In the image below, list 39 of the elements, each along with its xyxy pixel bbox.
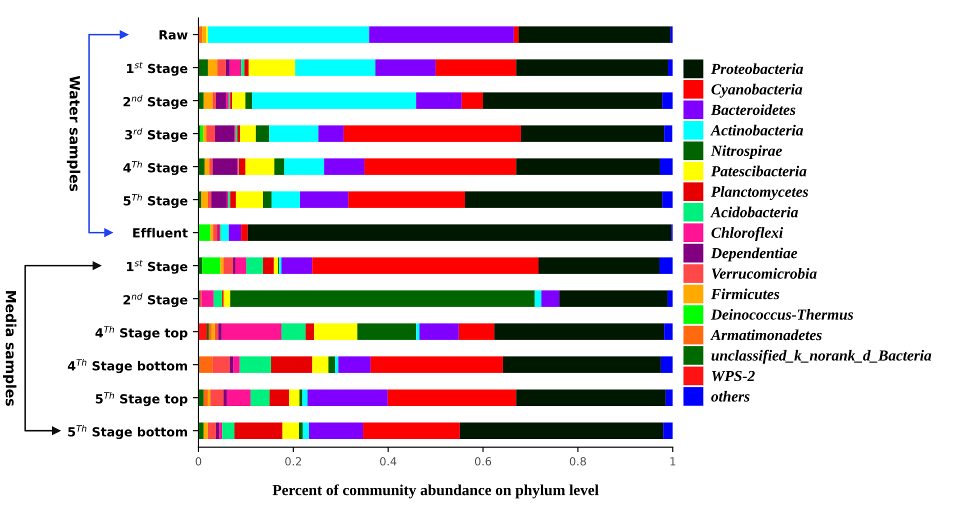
legend-label: others bbox=[711, 390, 750, 402]
y-tick-label: 1$^{st}$ Stage bbox=[127, 260, 188, 274]
y-tick-label: 2$^{nd}$ Stage bbox=[124, 94, 188, 109]
y-tick-label: Effluent bbox=[133, 228, 188, 238]
legend-label: Dependentiae bbox=[710, 248, 798, 262]
y-tick-label: 5$^{Th}$ Stage top bbox=[96, 392, 188, 406]
legend-label: Patescibacteria bbox=[710, 166, 806, 176]
text: Water samples bbox=[66, 76, 80, 192]
legend-label: Planctomycetes bbox=[710, 186, 808, 200]
x-tick-label: 0.6 bbox=[474, 457, 492, 466]
legend-label: Armatimonadetes bbox=[710, 329, 822, 340]
legend-label: WPS-2 bbox=[712, 370, 755, 382]
x-tick-label: 1 bbox=[670, 457, 676, 466]
y-tick-label: Raw bbox=[160, 30, 188, 40]
x-tick-label: 0.8 bbox=[570, 457, 586, 466]
x-tick-label: 0.4 bbox=[380, 457, 396, 466]
x-axis-title: Percent of community abundance on phylum level bbox=[272, 484, 599, 498]
y-tick-label: 4$^{Th}$ Stage bottom bbox=[68, 358, 187, 374]
y-tick-label: 4$^{Th}$ Stage top bbox=[95, 326, 188, 340]
y-tick-label: 3$^{rd}$ Stage bbox=[125, 128, 188, 142]
legend-label: Nitrospirae bbox=[710, 145, 782, 160]
y-tick-label: 4$^{Th}$ Stage bbox=[123, 160, 188, 176]
legend-label: unclassified_k_norank_d_Bacteria bbox=[712, 350, 932, 364]
legend-label: Acidobacteria bbox=[710, 206, 798, 218]
legend-label: Bacteroidetes bbox=[710, 104, 796, 116]
y-tick-label: 1$^{st}$ Stage bbox=[127, 62, 188, 76]
legend-label: Cyanobacteria bbox=[711, 84, 802, 98]
legend-label: Chloroflexi bbox=[711, 226, 784, 241]
x-tick-label: 0 bbox=[196, 457, 202, 466]
text: Media samples bbox=[2, 291, 16, 406]
legend-label: Verrucomicrobia bbox=[712, 268, 817, 279]
y-tick-label: 5$^{Th}$ Stage bottom bbox=[68, 424, 187, 440]
y-tick-label: 5$^{Th}$ Stage bbox=[124, 194, 188, 208]
legend-label: Deinococcus-Thermus bbox=[710, 308, 854, 320]
x-tick-label: 0.2 bbox=[285, 457, 302, 466]
legend-label: Actinobacteria bbox=[710, 124, 804, 136]
legend-label: Firmicutes bbox=[710, 288, 780, 300]
y-tick-label: 2$^{nd}$ Stage bbox=[124, 292, 188, 308]
legend-label: Proteobacteria bbox=[710, 63, 804, 74]
